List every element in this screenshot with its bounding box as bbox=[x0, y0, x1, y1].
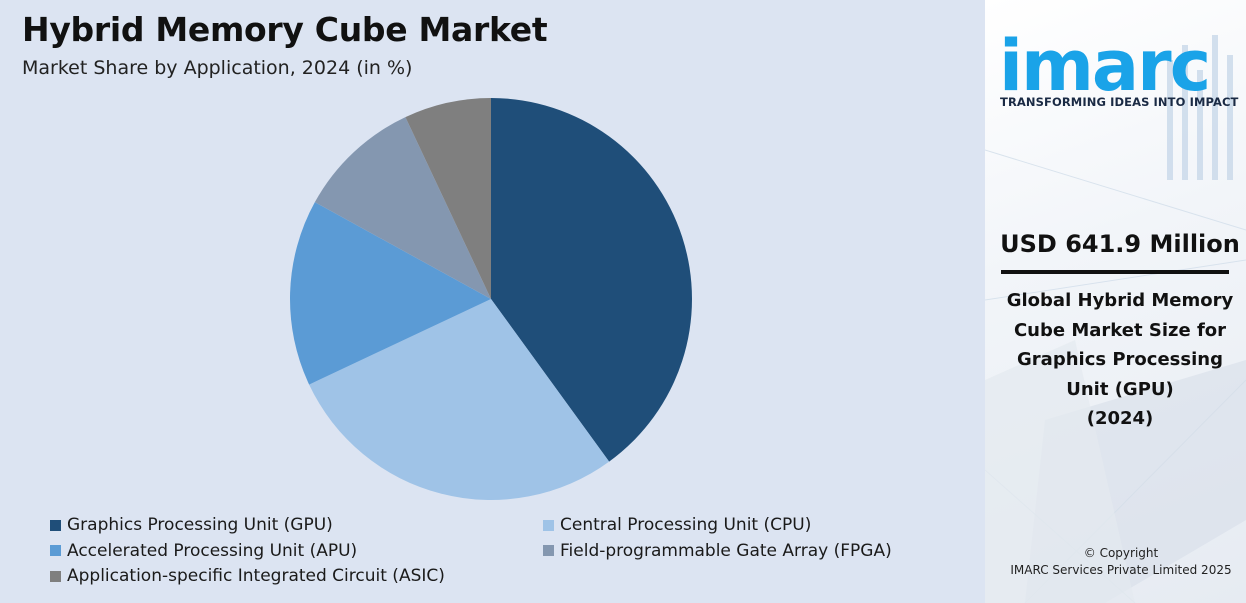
legend-label: Accelerated Processing Unit (APU) bbox=[67, 540, 358, 561]
brand-tagline: TRANSFORMING IDEAS INTO IMPACT bbox=[1000, 95, 1239, 109]
legend-swatch bbox=[50, 570, 61, 582]
pie-slice bbox=[491, 98, 692, 462]
pie-slice bbox=[290, 202, 491, 385]
legend-label: Field-programmable Gate Array (FPGA) bbox=[560, 540, 892, 561]
description-line: Unit (GPU) bbox=[1066, 378, 1174, 400]
pie-chart bbox=[290, 98, 692, 500]
description-line: (2024) bbox=[1086, 408, 1154, 429]
legend-swatch bbox=[50, 519, 61, 531]
chart-title: Hybrid Memory Cube Market bbox=[22, 10, 548, 49]
pie-slice bbox=[314, 117, 491, 299]
copyright-notice: © Copyright IMARC Services Private Limit… bbox=[985, 545, 1246, 579]
description-line: Global Hybrid Memory bbox=[1006, 290, 1234, 311]
legend-item: Accelerated Processing Unit (APU) bbox=[50, 541, 357, 561]
market-size-description: Global Hybrid Memory Cube Market Size fo… bbox=[997, 286, 1243, 434]
imarc-logo-wordmark: imarc bbox=[999, 25, 1211, 98]
legend-item: Application-specific Integrated Circuit … bbox=[50, 566, 445, 586]
description-line: Graphics Processing bbox=[1017, 349, 1223, 370]
chart-subtitle: Market Share by Application, 2024 (in %) bbox=[22, 57, 413, 79]
legend-swatch bbox=[50, 545, 61, 556]
chart-panel: Hybrid Memory Cube Market Market Share b… bbox=[22, 10, 892, 586]
legend-item: Graphics Processing Unit (GPU) bbox=[50, 515, 333, 535]
pie-slice bbox=[405, 98, 491, 299]
legend-label: Application-specific Integrated Circuit … bbox=[67, 566, 445, 586]
legend-swatch bbox=[543, 545, 554, 556]
legend-item: Central Processing Unit (CPU) bbox=[543, 515, 811, 535]
legend-swatch bbox=[543, 519, 554, 531]
description-line: Cube Market Size for bbox=[1013, 319, 1227, 341]
imarc-logo: imarc bbox=[997, 8, 1237, 98]
divider-rule bbox=[1001, 270, 1229, 274]
info-sidebar: imarc TRANSFORMING IDEAS INTO IMPACT USD… bbox=[985, 0, 1246, 603]
pie-slice bbox=[309, 299, 610, 500]
market-size-value: USD 641.9 Million bbox=[1000, 230, 1240, 258]
copyright-line: IMARC Services Private Limited 2025 bbox=[1010, 563, 1232, 577]
legend-label: Central Processing Unit (CPU) bbox=[560, 515, 812, 535]
background-chart-decoration bbox=[985, 35, 1246, 603]
legend-label: Graphics Processing Unit (GPU) bbox=[67, 515, 333, 535]
copyright-line: © Copyright bbox=[1083, 546, 1159, 560]
svg-text:imarc: imarc bbox=[999, 25, 1209, 98]
legend-item: Field-programmable Gate Array (FPGA) bbox=[543, 541, 892, 561]
